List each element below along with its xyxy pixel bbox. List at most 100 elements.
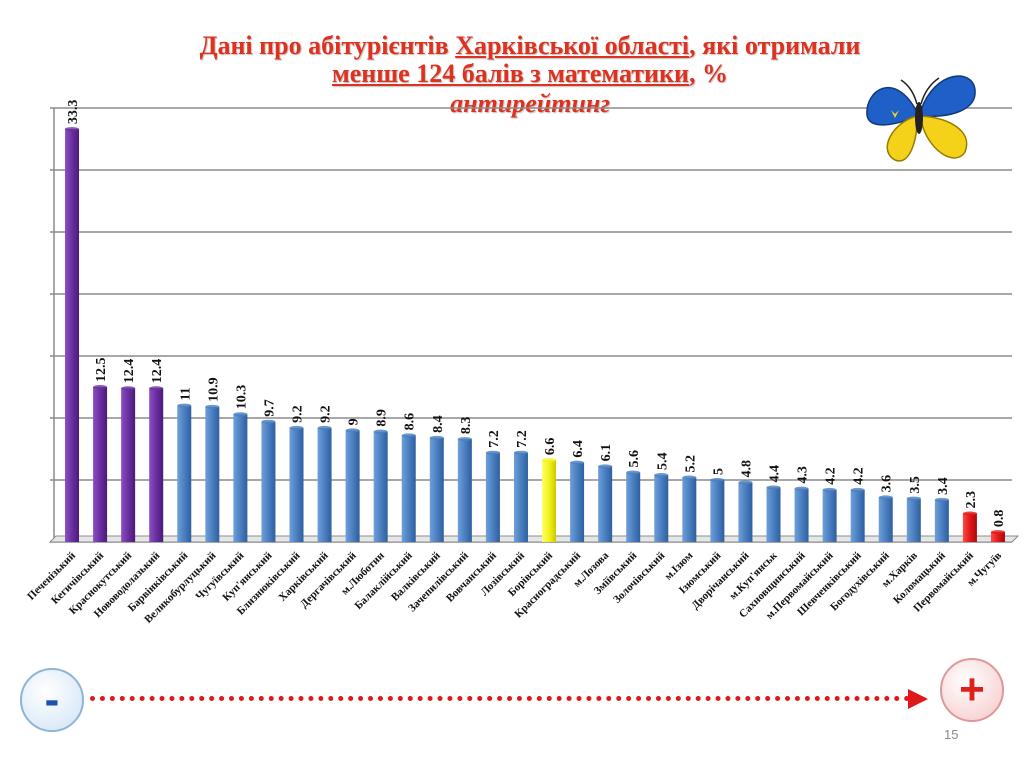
value-label: 12.4 [122, 359, 137, 384]
value-label: 12.5 [94, 358, 109, 383]
value-label: 8.6 [403, 413, 418, 431]
value-label: 5.6 [627, 450, 642, 468]
value-label: 3.4 [936, 477, 951, 495]
bars-group [65, 127, 1005, 542]
bar-top [457, 437, 472, 442]
value-label: 3.6 [880, 475, 895, 493]
bar [149, 388, 164, 542]
dotted-arrow-line [90, 696, 910, 701]
bar [598, 466, 613, 542]
chart-subtitle: антирейтинг [450, 89, 610, 118]
bar [177, 405, 192, 542]
bar-top [485, 450, 500, 455]
bar [710, 480, 725, 542]
value-label: 10.3 [234, 385, 249, 410]
value-label: 9.7 [262, 399, 277, 417]
bar [261, 421, 276, 542]
bar [990, 532, 1005, 542]
value-label: 6.6 [543, 438, 558, 456]
bar [794, 488, 809, 542]
minus-circle: - [20, 668, 84, 732]
bar-top [850, 487, 865, 492]
bar-top [205, 404, 220, 409]
butterfly-icon [866, 75, 976, 162]
bar [962, 513, 977, 542]
bar [654, 475, 669, 542]
value-label: 10.9 [206, 377, 221, 402]
value-label: 8.4 [431, 415, 446, 433]
value-label: 4.2 [824, 467, 839, 485]
title-part-1: Дані про абітурієнтів [199, 31, 456, 60]
bar [850, 489, 865, 542]
bar [65, 129, 80, 542]
bar [121, 388, 136, 542]
bar-top [710, 478, 725, 482]
bar [766, 487, 781, 542]
bar-top [962, 511, 977, 516]
bar-top [654, 473, 669, 478]
gridlines [48, 107, 1020, 543]
bar [906, 498, 921, 542]
bar-top [934, 497, 949, 502]
bar-top [766, 485, 781, 490]
bar [934, 499, 949, 542]
bar [878, 497, 893, 542]
plus-circle: + [940, 658, 1004, 722]
category-labels-group: ПеченізькийКегичівськийКраснокутськийНов… [25, 549, 1004, 626]
value-label: 5.2 [683, 455, 698, 473]
bar-top [598, 464, 613, 469]
title-part-2: Харківської області [455, 31, 690, 60]
value-label: 0.8 [992, 510, 1007, 528]
value-label: 33.3 [66, 100, 81, 125]
bar-top [373, 429, 388, 434]
bar-top [878, 495, 893, 500]
value-label: 5 [711, 468, 726, 475]
value-label: 4.4 [768, 465, 783, 483]
bar-top [570, 460, 585, 465]
value-label: 9.2 [319, 405, 334, 423]
bar [205, 406, 220, 542]
bar-top [261, 419, 276, 424]
bar-top [345, 428, 360, 433]
bar-top [794, 486, 809, 491]
value-label: 9.2 [291, 405, 306, 423]
bar-top [121, 386, 136, 391]
bar-top [682, 475, 697, 480]
bar [485, 452, 500, 542]
value-label: 8.3 [459, 417, 474, 435]
bar-top [93, 385, 108, 389]
title-line2-part-1: менше 124 балів з математики [332, 59, 689, 88]
value-label: 6.4 [571, 440, 586, 458]
bar-top [65, 127, 80, 132]
bar [822, 489, 837, 542]
bar [233, 414, 248, 542]
value-label: 4.3 [796, 466, 811, 484]
page-number: 15 [944, 727, 959, 742]
bar [457, 439, 472, 542]
value-label: 12.4 [150, 359, 165, 384]
bar [542, 460, 557, 542]
bar [429, 437, 444, 542]
bar-top [626, 470, 641, 475]
bar-top [906, 496, 921, 501]
value-label: 8.9 [375, 409, 390, 427]
title-line2-part-2: , % [689, 59, 728, 88]
bar-top [990, 530, 1005, 535]
value-label: 4.8 [739, 460, 754, 478]
bar [570, 462, 585, 542]
bar-top [738, 480, 753, 485]
bar [93, 387, 108, 542]
bar-top [149, 386, 164, 391]
bar-top [542, 458, 557, 463]
bar-top [513, 450, 528, 455]
value-label: 9 [347, 418, 362, 425]
bar [513, 452, 528, 542]
bar [626, 472, 641, 542]
bar-top [429, 435, 444, 440]
bar-top [289, 425, 304, 430]
value-label: 7.2 [515, 430, 530, 448]
value-label: 5.4 [655, 453, 670, 471]
arrowhead-icon [908, 689, 928, 709]
bar [738, 482, 753, 542]
value-label: 11 [178, 387, 193, 400]
